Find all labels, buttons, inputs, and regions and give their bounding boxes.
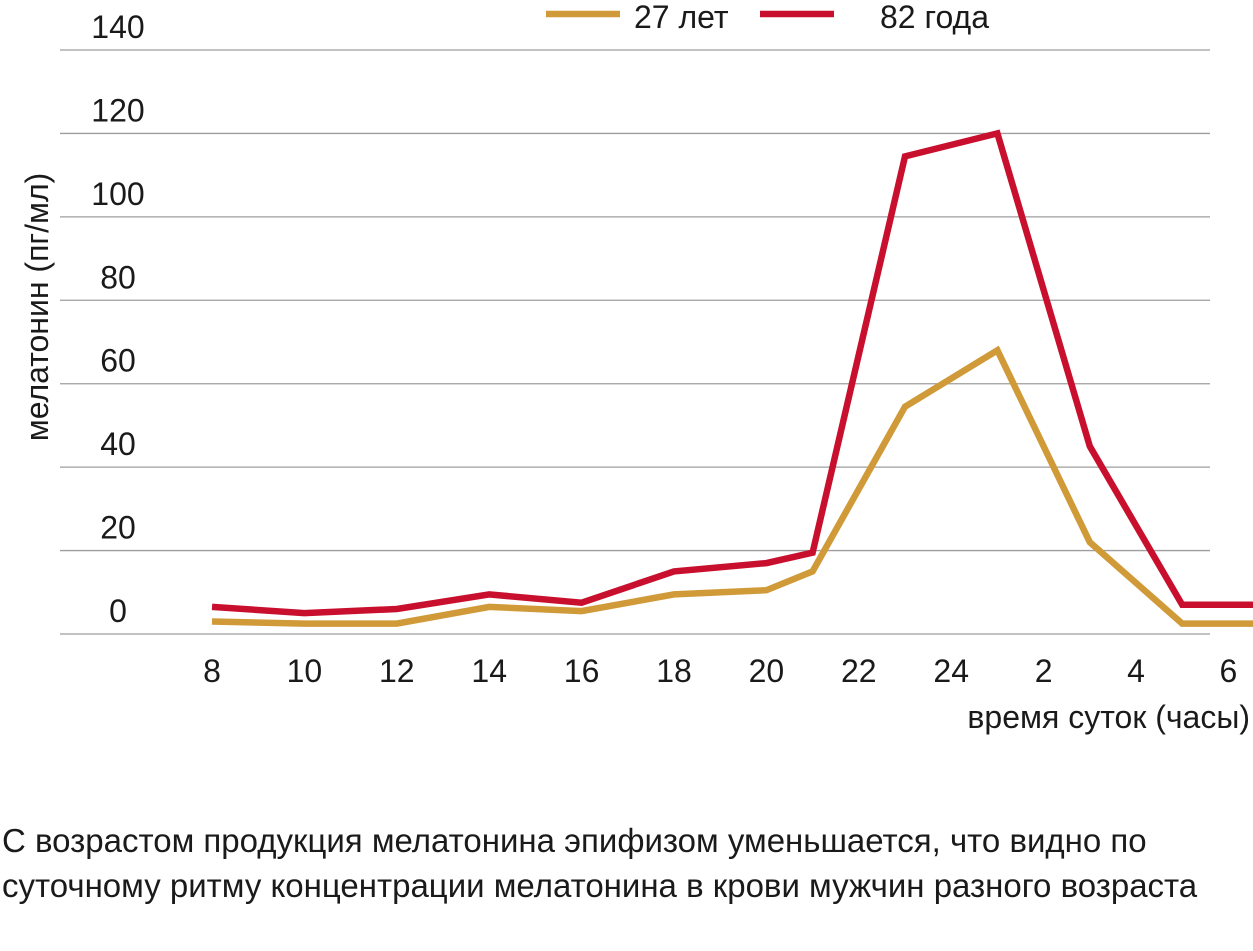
x-tick-label: 6 <box>1220 653 1238 689</box>
x-tick-label: 10 <box>287 653 323 689</box>
x-tick-label: 8 <box>203 653 221 689</box>
legend: 27 лет 82 года <box>546 0 989 35</box>
figure-caption: С возрастом продукция мелатонина эпифизо… <box>2 822 1198 904</box>
x-tick-label: 22 <box>841 653 877 689</box>
x-tick-label: 20 <box>749 653 785 689</box>
x-tick-label: 2 <box>1035 653 1053 689</box>
legend-label-1: 82 года <box>880 0 989 35</box>
y-tick-label: 120 <box>91 92 144 128</box>
y-tick-label: 100 <box>91 176 144 212</box>
x-axis-label: время суток (часы) <box>967 699 1250 735</box>
x-tick-label: 4 <box>1127 653 1145 689</box>
y-axis-label: мелатонин (пг/мл) <box>19 173 55 442</box>
series-lines <box>211 129 1253 627</box>
x-tick-label: 24 <box>933 653 969 689</box>
y-tick-label: 20 <box>100 510 136 546</box>
y-tick-label: 0 <box>109 593 127 629</box>
y-tick-labels: 0 20 40 60 80 100 120 140 <box>91 9 144 629</box>
gridlines <box>60 49 1210 635</box>
series-line-1 <box>211 129 1253 617</box>
y-tick-label: 60 <box>100 343 136 379</box>
x-tick-labels: 810121416182022242468 <box>203 653 1238 689</box>
series-line-0 <box>211 345 1253 627</box>
y-tick-label: 140 <box>91 9 144 45</box>
x-tick-label: 16 <box>564 653 600 689</box>
y-tick-label: 80 <box>100 259 136 295</box>
y-tick-label: 40 <box>100 426 136 462</box>
x-tick-label: 18 <box>656 653 692 689</box>
legend-label-0: 27 лет <box>634 0 729 35</box>
x-tick-label: 14 <box>471 653 507 689</box>
x-tick-label: 12 <box>379 653 415 689</box>
